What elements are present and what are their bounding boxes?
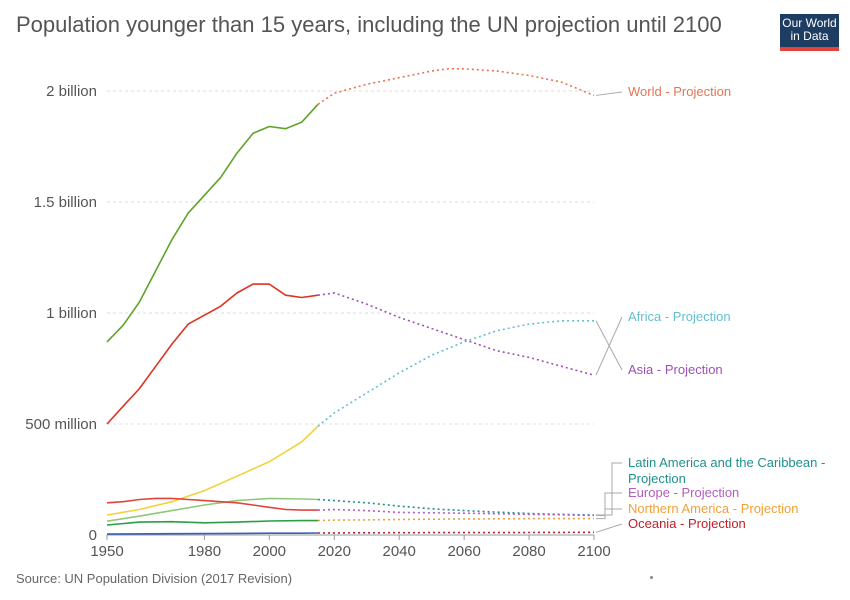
x-tick-label-6: 2080 — [512, 543, 545, 560]
x-tick-label-2: 2000 — [253, 543, 286, 560]
label-connector-2 — [595, 320, 623, 371]
y-tick-label-3: 1.5 billion — [34, 194, 97, 211]
series-3-historical-line — [106, 497, 319, 522]
logo-line-2: in Data — [790, 29, 829, 43]
series-1-projection-line — [317, 292, 595, 376]
series-label-6: Oceania - Projection — [628, 516, 746, 531]
y-tick-label-0: 0 — [89, 527, 97, 544]
x-tick-label-7: 2100 — [577, 543, 610, 560]
y-tick-label-4: 2 billion — [46, 83, 97, 100]
series-2-projection-line — [317, 320, 594, 427]
owid-logo[interactable]: Our World in Data — [780, 14, 839, 51]
series-5-historical-line — [106, 519, 318, 526]
y-tick-label-1: 500 million — [25, 416, 97, 433]
source-note: Source: UN Population Division (2017 Rev… — [16, 571, 293, 586]
series-0-historical-line — [106, 103, 319, 343]
series-1-historical-line — [106, 283, 319, 425]
x-tick-label-3: 2020 — [318, 543, 351, 560]
x-tick-label-5: 2060 — [447, 543, 480, 560]
series-label-4: Europe - Projection — [628, 485, 739, 500]
series-label-0: World - Projection — [628, 84, 731, 99]
label-connector-0 — [595, 91, 623, 96]
pager-dot[interactable] — [650, 576, 653, 579]
series-5-projection-line — [317, 517, 594, 522]
x-tick-label-0: 1950 — [90, 543, 123, 560]
series-label-5: Northern America - Projection — [628, 501, 799, 516]
x-tick-label-1: 1980 — [188, 543, 221, 560]
logo-line-1: Our World — [782, 16, 837, 30]
x-tick-label-4: 2040 — [383, 543, 416, 560]
label-connector-5 — [596, 508, 622, 520]
series-label-3: Latin America and the Caribbean - — [628, 455, 825, 470]
series-6-historical-line — [106, 532, 319, 535]
series-0-projection-line — [317, 68, 595, 105]
series-2-historical-line — [106, 425, 319, 516]
series-label-3-line-2: Projection — [628, 471, 686, 486]
label-connector-6 — [595, 523, 623, 533]
series-label-1: Africa - Projection — [628, 309, 731, 324]
y-tick-label-2: 1 billion — [46, 305, 97, 322]
series-6-projection-line — [317, 531, 595, 534]
series-label-2: Asia - Projection — [628, 362, 723, 377]
label-connector-3 — [596, 462, 622, 516]
series-4-historical-line — [106, 497, 318, 511]
chart-title: Population younger than 15 years, includ… — [16, 12, 722, 37]
label-connector-4 — [596, 492, 622, 516]
series-3-projection-line — [317, 498, 595, 516]
